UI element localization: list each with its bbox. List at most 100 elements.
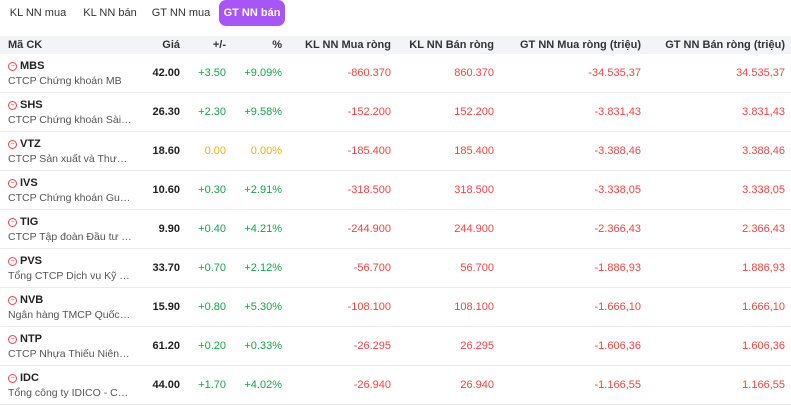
symbol-line: − SHS xyxy=(8,98,132,112)
pct-cell: +4.02% xyxy=(232,365,288,405)
kl-net-sell-cell: 152.200 xyxy=(397,92,500,132)
col-header-kl-net-buy[interactable]: KL NN Mua ròng xyxy=(305,39,391,51)
table-row[interactable]: −VTZ CTCP Sản xuất và Thương mại Nhựa Việ… xyxy=(0,131,791,171)
table-row[interactable]: −TIG CTCP Tập đoàn Đầu tư Thăng Long 9.90 +… xyxy=(0,209,791,249)
company-name: CTCP Nhựa Thiếu Niên Tiền Phong xyxy=(8,348,132,360)
stock-symbol[interactable]: NTP xyxy=(20,333,42,345)
col-header-gt-net-buy[interactable]: GT NN Mua ròng (triệu) xyxy=(520,39,641,51)
stock-symbol[interactable]: NVB xyxy=(20,294,44,306)
symbol-line: − IVS xyxy=(8,176,132,190)
gt-net-buy-cell: -2.366,43 xyxy=(500,209,647,249)
table-row[interactable]: −IVS CTCP Chứng khoán Guotai Junan (Việt … xyxy=(0,170,791,210)
tab-gt-nn-mua[interactable]: GT NN mua xyxy=(151,7,211,19)
gt-net-buy-cell: -3.388,46 xyxy=(500,131,647,171)
stock-cell[interactable]: − IDC Tổng công ty IDICO - CTCP xyxy=(0,365,138,405)
company-name: CTCP Tập đoàn Đầu tư Thăng Long xyxy=(8,231,132,243)
col-header-kl-net-sell[interactable]: KL NN Bán ròng xyxy=(409,39,494,51)
gt-net-buy-cell: -3.831,43 xyxy=(500,92,647,132)
pct-cell: +2.12% xyxy=(232,248,288,288)
price-cell: 61.20 xyxy=(138,326,186,366)
remove-watchlist-icon[interactable]: − xyxy=(8,139,17,149)
pct-cell: +5.30% xyxy=(232,287,288,327)
stock-symbol[interactable]: IVS xyxy=(20,177,38,189)
pct-cell: +9.09% xyxy=(232,54,288,93)
remove-watchlist-icon[interactable]: − xyxy=(8,100,17,110)
col-header-change[interactable]: +/- xyxy=(212,39,226,51)
gt-net-buy-cell: -1.166,55 xyxy=(500,365,647,405)
price-cell: 26.30 xyxy=(138,92,186,132)
gt-net-sell-cell: 1.886,93 xyxy=(647,248,791,288)
gt-net-sell-cell: 1.666,10 xyxy=(647,287,791,327)
remove-watchlist-icon[interactable]: − xyxy=(8,217,17,227)
stock-symbol[interactable]: TIG xyxy=(20,216,39,228)
tab-kl-nn-mua[interactable]: KL NN mua xyxy=(9,7,67,19)
kl-net-sell-cell: 26.295 xyxy=(397,326,500,366)
kl-net-buy-cell: -318.500 xyxy=(288,170,397,210)
stock-cell[interactable]: −VTZ CTCP Sản xuất và Thương mại Nhựa Việ… xyxy=(0,131,138,171)
gt-net-buy-cell: -3.338,05 xyxy=(500,170,647,210)
price-cell: 33.70 xyxy=(138,248,186,288)
remove-watchlist-icon[interactable]: − xyxy=(8,178,17,188)
stock-symbol[interactable]: VTZ xyxy=(20,138,41,150)
stock-symbol[interactable]: SHS xyxy=(20,99,43,111)
kl-net-buy-cell: -185.400 xyxy=(288,131,397,171)
stock-symbol[interactable]: PVS xyxy=(20,255,43,267)
gt-net-sell-cell: 2.366,43 xyxy=(647,209,791,249)
kl-net-sell-cell: 318.500 xyxy=(397,170,500,210)
change-cell: +0.30 xyxy=(186,170,232,210)
kl-net-buy-cell: -152.200 xyxy=(288,92,397,132)
price-cell: 44.00 xyxy=(138,365,186,405)
tab-gt-nn-ban[interactable]: GT NN bán xyxy=(219,0,285,26)
col-header-price[interactable]: Giá xyxy=(162,39,180,51)
col-header-pct[interactable]: % xyxy=(272,39,282,51)
table-row[interactable]: −SHS CTCP Chứng khoán Sài Gòn - Hà Nội 26.… xyxy=(0,92,791,132)
gt-net-sell-cell: 3.831,43 xyxy=(647,92,791,132)
pct-cell: +4.21% xyxy=(232,209,288,249)
gt-net-sell-cell: 3.388,46 xyxy=(647,131,791,171)
kl-net-sell-cell: 108.100 xyxy=(397,287,500,327)
symbol-line: − VTZ xyxy=(8,137,132,151)
table-row[interactable]: − MBS CTCP Chứng khoán MB 42.00 +3.50 +9.09% -… xyxy=(0,54,791,93)
symbol-line: − NVB xyxy=(8,293,132,307)
kl-net-buy-cell: -56.700 xyxy=(288,248,397,288)
remove-watchlist-icon[interactable]: − xyxy=(8,334,17,344)
table-row[interactable]: − NVB Ngân hàng TMCP Quốc Dân 15.90 +0.80 +5.… xyxy=(0,287,791,327)
table-row[interactable]: − IDC Tổng công ty IDICO - CTCP 44.00 +1.70 +… xyxy=(0,365,791,405)
tab-kl-nn-ban[interactable]: KL NN bán xyxy=(83,7,137,19)
remove-watchlist-icon[interactable]: − xyxy=(8,61,17,71)
gt-net-buy-cell: -1.606,36 xyxy=(500,326,647,366)
remove-watchlist-icon[interactable]: − xyxy=(8,256,17,266)
foreign-trading-table: Mã CK Giá +/- % KL NN Mua ròng KL NN Bán… xyxy=(0,36,791,405)
price-cell: 9.90 xyxy=(138,209,186,249)
company-name: Tổng công ty IDICO - CTCP xyxy=(8,387,132,399)
col-header-gt-net-sell[interactable]: GT NN Bán ròng (triệu) xyxy=(665,39,785,51)
change-cell: 0.00 xyxy=(186,131,232,171)
change-cell: +3.50 xyxy=(186,54,232,93)
kl-net-sell-cell: 185.400 xyxy=(397,131,500,171)
tab-bar: KL NN mua KL NN bán GT NN mua GT NN bán xyxy=(0,0,791,26)
kl-net-buy-cell: -26.295 xyxy=(288,326,397,366)
stock-cell[interactable]: − MBS CTCP Chứng khoán MB xyxy=(0,54,138,93)
price-cell: 15.90 xyxy=(138,287,186,327)
kl-net-sell-cell: 860.370 xyxy=(397,54,500,93)
table-header-row: Mã CK Giá +/- % KL NN Mua ròng KL NN Bán… xyxy=(0,36,791,54)
table-row[interactable]: −NTP CTCP Nhựa Thiếu Niên Tiền Phong 61.20… xyxy=(0,326,791,366)
pct-cell: +2.91% xyxy=(232,170,288,210)
price-cell: 42.00 xyxy=(138,54,186,93)
kl-net-buy-cell: -26.940 xyxy=(288,365,397,405)
kl-net-buy-cell: -860.370 xyxy=(288,54,397,93)
stock-cell[interactable]: − NVB Ngân hàng TMCP Quốc Dân xyxy=(0,287,138,327)
stock-symbol[interactable]: MBS xyxy=(20,60,45,72)
stock-symbol[interactable]: IDC xyxy=(20,372,39,384)
stock-cell[interactable]: −IVS CTCP Chứng khoán Guotai Junan (Việt … xyxy=(0,170,138,210)
remove-watchlist-icon[interactable]: − xyxy=(8,295,17,305)
stock-cell[interactable]: −TIG CTCP Tập đoàn Đầu tư Thăng Long xyxy=(0,209,138,249)
table-row[interactable]: −PVS Tổng CTCP Dịch vụ Kỹ thuật Dầu khí V… xyxy=(0,248,791,288)
company-name: CTCP Chứng khoán MB xyxy=(8,75,122,87)
stock-cell[interactable]: −SHS CTCP Chứng khoán Sài Gòn - Hà Nội xyxy=(0,92,138,132)
change-cell: +2.30 xyxy=(186,92,232,132)
remove-watchlist-icon[interactable]: − xyxy=(8,373,17,383)
col-header-symbol[interactable]: Mã CK xyxy=(8,39,43,51)
stock-cell[interactable]: −PVS Tổng CTCP Dịch vụ Kỹ thuật Dầu khí V… xyxy=(0,248,138,288)
stock-cell[interactable]: −NTP CTCP Nhựa Thiếu Niên Tiền Phong xyxy=(0,326,138,366)
